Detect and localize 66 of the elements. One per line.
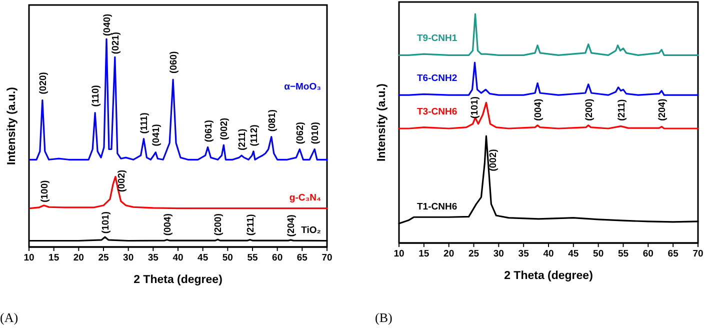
y-axis-title: Intensity (a.u.) — [376, 83, 388, 162]
y-axis-title: Intensity (a.u.) — [6, 86, 18, 165]
annotation: (004) — [533, 98, 544, 121]
x-tick-label: 10 — [394, 248, 404, 260]
x-tick-label: 55 — [618, 248, 630, 260]
x-axis-title: 2 Theta (degree) — [504, 270, 594, 282]
annotation: (002) — [488, 149, 500, 172]
x-tick-label: 70 — [692, 248, 704, 260]
annotation: (211) — [237, 128, 248, 150]
series-label: T1-CNH6 — [417, 202, 458, 213]
text: (B) — [375, 310, 392, 325]
annotation: (112) — [248, 124, 260, 146]
x-tick-label: 65 — [668, 248, 680, 260]
x-tick-label: 35 — [518, 248, 530, 260]
annotation: (101) — [100, 211, 112, 234]
annotation: (081) — [266, 109, 278, 132]
annotation: (040) — [102, 14, 113, 36]
x-tick-label: 60 — [272, 252, 283, 264]
annotation: (100) — [39, 180, 50, 202]
annotation: (211) — [246, 214, 257, 236]
x-tick-label: 40 — [543, 248, 554, 260]
x-tick-label: 45 — [568, 248, 580, 260]
x-tick-label: 70 — [322, 252, 332, 264]
x-tick-label: 45 — [198, 252, 209, 264]
x-tick-label: 50 — [222, 252, 233, 264]
annotation: (204) — [286, 214, 298, 237]
series-label: g-C₃N₄ — [289, 192, 322, 204]
annotation: (020) — [38, 72, 49, 94]
x-tick-label: 50 — [593, 248, 604, 260]
x-tick-label: 35 — [148, 252, 160, 264]
x-tick-label: 25 — [468, 248, 480, 260]
annotation: (200) — [584, 98, 595, 121]
x-tick-label: 20 — [73, 252, 84, 264]
annotation: (002) — [116, 170, 128, 192]
annotation: (010) — [310, 122, 322, 144]
x-tick-label: 15 — [48, 252, 60, 264]
x-tick-label: 25 — [98, 252, 110, 264]
series-label: T3-CNH6 — [417, 106, 458, 118]
x-tick-label: 30 — [493, 248, 504, 260]
annotation: (041) — [151, 124, 162, 146]
annotation: (200) — [213, 213, 224, 236]
series-label: T9-CNH1 — [417, 33, 458, 44]
text: α−MoO₃ — [284, 82, 321, 93]
series-label: T6-CNH2 — [417, 73, 458, 84]
annotation: (021) — [110, 32, 122, 54]
x-tick-label: 55 — [247, 252, 258, 264]
annotation: (004) — [162, 213, 174, 236]
annotation: (061) — [203, 120, 214, 142]
annotation: (062) — [295, 122, 306, 144]
text: (A) — [0, 310, 18, 325]
annotation: (111) — [139, 112, 150, 134]
x-tick-label: 30 — [123, 252, 134, 264]
x-tick-label: 15 — [418, 248, 430, 260]
x-tick-label: 65 — [296, 252, 308, 264]
annotation: (211) — [616, 99, 628, 121]
annotation: (060) — [168, 51, 180, 74]
x-axis-title: 2 Theta (degree) — [134, 274, 223, 286]
x-tick-label: 10 — [24, 252, 34, 264]
annotation: (101) — [469, 96, 480, 119]
x-tick-label: 40 — [172, 252, 184, 264]
series-label: TiO₂ — [301, 224, 321, 236]
annotation: (204) — [657, 98, 668, 121]
x-tick-label: 60 — [642, 248, 654, 260]
annotation: (110) — [90, 85, 102, 107]
annotation: (002) — [219, 118, 230, 140]
x-tick-label: 20 — [444, 248, 454, 260]
